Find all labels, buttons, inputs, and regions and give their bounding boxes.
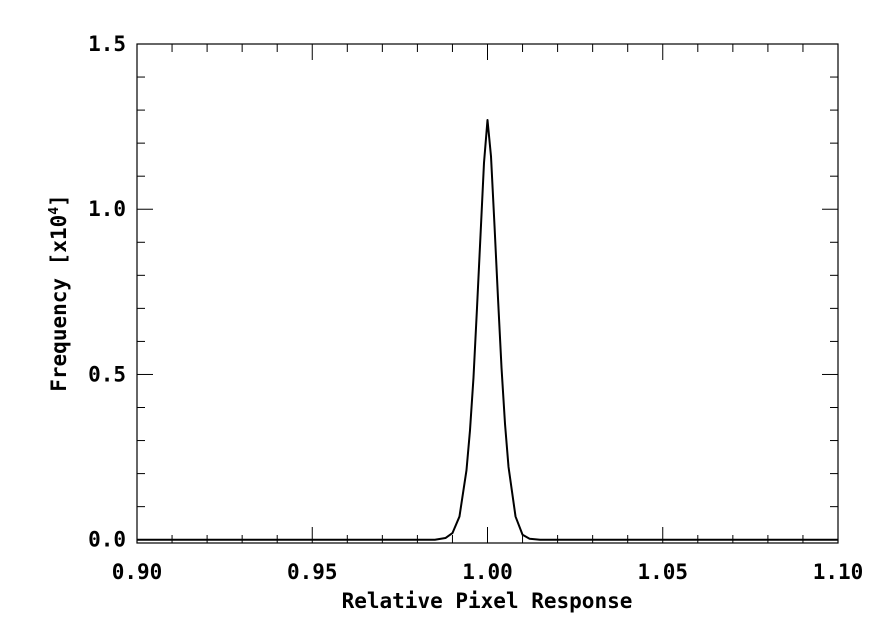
y-tick-labels: 0.0 0.5 1.0 1.5 bbox=[88, 32, 126, 552]
y-tick-label: 0.5 bbox=[88, 362, 126, 386]
series-line bbox=[136, 119, 839, 541]
x-tick-label: 1.05 bbox=[637, 560, 688, 584]
plot-frame bbox=[136, 43, 839, 544]
x-tick-labels: 0.90 0.95 1.00 1.05 1.10 bbox=[112, 560, 864, 584]
y-axis-label-exponent: 4 bbox=[47, 207, 62, 215]
y-axis-label-close: ] bbox=[47, 194, 71, 207]
y-tick-label: 1.0 bbox=[88, 197, 126, 221]
y-tick-label: 0.0 bbox=[88, 528, 126, 552]
axis-ticks bbox=[136, 43, 839, 543]
x-tick-label: 1.10 bbox=[813, 560, 864, 584]
x-tick-label: 1.00 bbox=[462, 560, 513, 584]
x-tick-label: 0.90 bbox=[112, 560, 163, 584]
y-tick-label: 1.5 bbox=[88, 32, 126, 56]
y-axis-label-main: Frequency [x10 bbox=[47, 215, 71, 392]
x-axis-label: Relative Pixel Response bbox=[342, 589, 633, 613]
x-tick-label: 0.95 bbox=[287, 560, 338, 584]
y-axis-label: Frequency [x104] bbox=[47, 194, 71, 392]
